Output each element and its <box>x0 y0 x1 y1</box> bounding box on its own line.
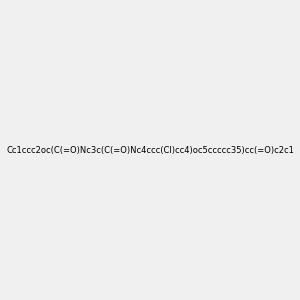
Text: Cc1ccc2oc(C(=O)Nc3c(C(=O)Nc4ccc(Cl)cc4)oc5ccccc35)cc(=O)c2c1: Cc1ccc2oc(C(=O)Nc3c(C(=O)Nc4ccc(Cl)cc4)o… <box>6 146 294 154</box>
